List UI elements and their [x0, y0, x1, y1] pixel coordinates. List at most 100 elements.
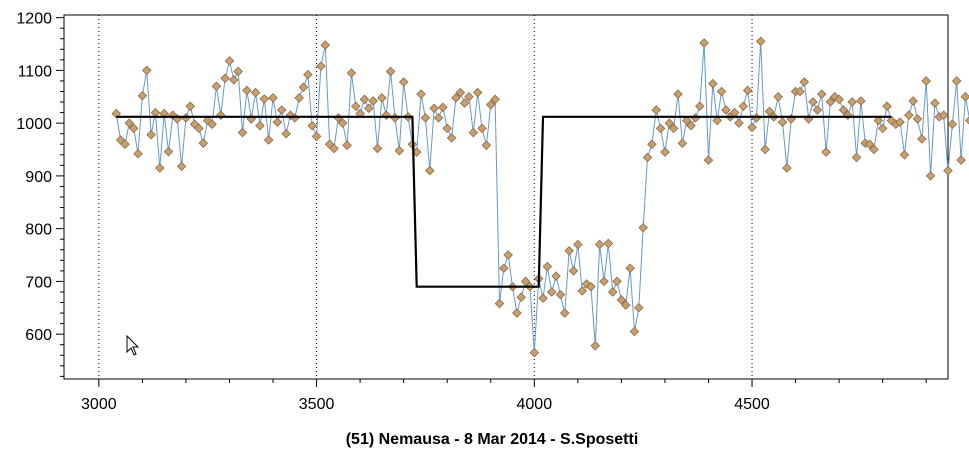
- data-point-diamond: [647, 139, 657, 150]
- y-tick-label: 900: [25, 169, 52, 186]
- data-point-diamond: [655, 123, 666, 134]
- data-point-diamond: [477, 123, 487, 134]
- data-point-diamond: [625, 263, 635, 273]
- data-point-diamond: [917, 134, 927, 144]
- data-point-diamond: [141, 65, 152, 76]
- x-tick-label: 3500: [299, 396, 335, 413]
- data-point-diamond: [938, 110, 949, 120]
- data-point-diamond: [281, 128, 291, 139]
- data-point-diamond: [795, 86, 805, 97]
- x-tick-label: 3000: [81, 396, 117, 413]
- data-point-diamond: [760, 144, 770, 155]
- data-point-diamond: [808, 97, 818, 107]
- data-point-diamond: [207, 119, 217, 129]
- data-point-diamond: [133, 148, 143, 159]
- data-point-diamond: [943, 165, 953, 176]
- data-point-diamond: [864, 139, 875, 150]
- data-point-diamond: [224, 56, 235, 66]
- data-point-diamond: [825, 97, 836, 107]
- data-point-diamond: [255, 121, 265, 131]
- data-point-diamond: [708, 78, 718, 89]
- data-point-diamond: [960, 92, 969, 102]
- data-point-diamond: [485, 99, 496, 110]
- data-point-diamond: [634, 303, 644, 313]
- data-point-diamond: [799, 77, 810, 87]
- data-point-diamond: [947, 119, 958, 129]
- data-point-diamond: [734, 118, 744, 128]
- data-point-diamond: [459, 98, 470, 108]
- data-point-diamond: [620, 300, 631, 310]
- data-point-diamond: [581, 279, 592, 289]
- data-point-diamond: [899, 150, 910, 160]
- data-point-diamond: [904, 110, 914, 120]
- data-point-diamond: [716, 86, 727, 97]
- data-point-diamond: [438, 102, 448, 113]
- data-point-diamond: [342, 140, 352, 151]
- data-point-diamond: [616, 295, 627, 305]
- data-point-diamond: [316, 61, 326, 71]
- data-point-diamond: [425, 165, 435, 176]
- data-point-diamond: [834, 94, 844, 105]
- data-point-diamond: [516, 292, 527, 302]
- data-point-diamond: [494, 298, 505, 309]
- data-point-diamond: [908, 96, 918, 106]
- data-point-diamond: [120, 139, 130, 150]
- data-point-diamond: [368, 96, 378, 106]
- data-point-diamond: [464, 92, 474, 102]
- data-point-diamond: [185, 101, 196, 112]
- data-point-diamond: [851, 152, 862, 163]
- data-point-diamond: [268, 93, 278, 103]
- y-axis: 600 700 800 900 1000 1100 1200: [16, 11, 64, 377]
- data-point-diamond: [442, 123, 452, 134]
- data-point-diamond: [472, 87, 483, 98]
- data-point-diamond: [377, 93, 387, 103]
- data-point-diamond: [398, 77, 409, 87]
- mouse-pointer-icon: [126, 335, 140, 356]
- data-point-diamond: [856, 96, 866, 106]
- data-point-diamond: [433, 113, 444, 123]
- data-point-diamond: [137, 90, 148, 101]
- data-point-diamond: [490, 94, 500, 105]
- data-point-diamond: [564, 246, 574, 256]
- data-point-diamond: [146, 129, 156, 140]
- data-point-diamond: [551, 271, 561, 281]
- data-point-diamond: [664, 118, 675, 128]
- data-point-diamond: [603, 238, 614, 249]
- data-point-diamond: [503, 250, 513, 260]
- data-point-diamond: [956, 155, 966, 165]
- data-point-diamond: [237, 127, 248, 138]
- y-tick-label: 1200: [16, 11, 52, 28]
- data-point-diamond: [721, 105, 731, 115]
- y-tick-label: 600: [25, 327, 52, 344]
- data-point-diamond: [155, 163, 165, 173]
- data-point-diamond: [468, 127, 479, 138]
- y-tick-label: 700: [25, 274, 52, 291]
- data-point-diamond: [742, 85, 753, 96]
- data-point-diamond: [755, 36, 766, 47]
- data-point-diamond: [660, 147, 670, 157]
- data-point-diamond: [629, 326, 640, 337]
- data-point-diamond: [777, 117, 788, 127]
- data-point-diamond: [163, 146, 174, 157]
- data-point-diamond: [538, 293, 548, 304]
- data-point-diamond: [211, 81, 222, 91]
- data-point-diamond: [812, 105, 823, 115]
- data-point-diamond: [394, 145, 405, 156]
- data-point-diamond: [703, 155, 714, 165]
- data-point-diamond: [346, 68, 357, 78]
- data-point-diamond: [512, 308, 522, 318]
- data-point-diamond: [821, 147, 831, 157]
- data-point-diamond: [194, 123, 204, 134]
- data-point-diamond: [782, 163, 792, 173]
- data-point-diamond: [259, 94, 270, 104]
- data-point-diamond: [599, 276, 609, 287]
- data-point-diamond: [176, 161, 187, 172]
- data-point-diamond: [712, 115, 722, 126]
- data-point-diamond: [263, 135, 274, 145]
- data-point-diamond: [420, 113, 431, 123]
- model-curve: [116, 115, 892, 288]
- data-point-diamond: [612, 276, 622, 287]
- data-point-diamond: [542, 261, 553, 272]
- x-tick-label: 4000: [517, 396, 553, 413]
- data-point-diamond: [272, 117, 283, 127]
